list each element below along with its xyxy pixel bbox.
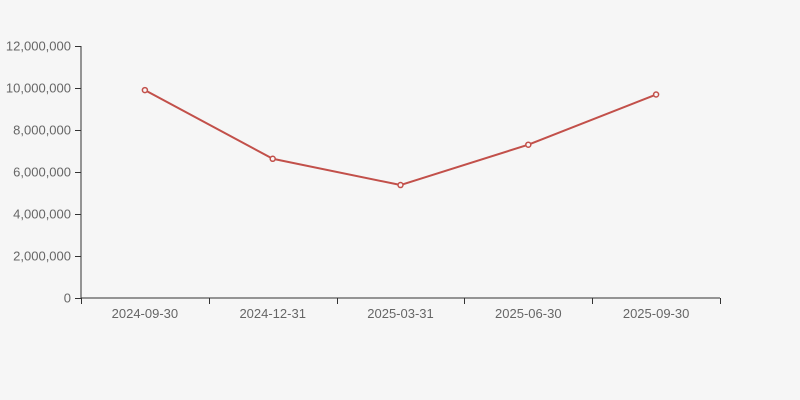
data-point-marker[interactable] <box>397 181 404 189</box>
x-axis-tick-label: 2025-03-31 <box>367 306 434 321</box>
data-point-marker[interactable] <box>525 141 532 148</box>
y-axis-tick-label: 0 <box>64 291 71 306</box>
x-axis-tick-label: 2024-09-30 <box>112 306 179 321</box>
series-line <box>143 89 658 187</box>
x-axis-tick-label: 2025-09-30 <box>623 306 690 321</box>
x-axis-tick-label: 2025-06-30 <box>495 306 562 321</box>
y-axis-tick-label: 10,000,000 <box>6 81 71 96</box>
y-axis-tick-label: 4,000,000 <box>13 207 71 222</box>
data-point-marker[interactable] <box>652 91 660 98</box>
x-axis-tick-label: 2024-12-31 <box>239 306 306 321</box>
data-point-marker[interactable] <box>269 155 276 163</box>
y-axis-tick-label: 6,000,000 <box>13 165 71 180</box>
data-point-marker[interactable] <box>141 86 149 94</box>
y-axis-tick-label: 12,000,000 <box>6 39 71 54</box>
y-axis-tick-label: 2,000,000 <box>13 249 71 264</box>
y-axis-tick-label: 8,000,000 <box>13 123 71 138</box>
